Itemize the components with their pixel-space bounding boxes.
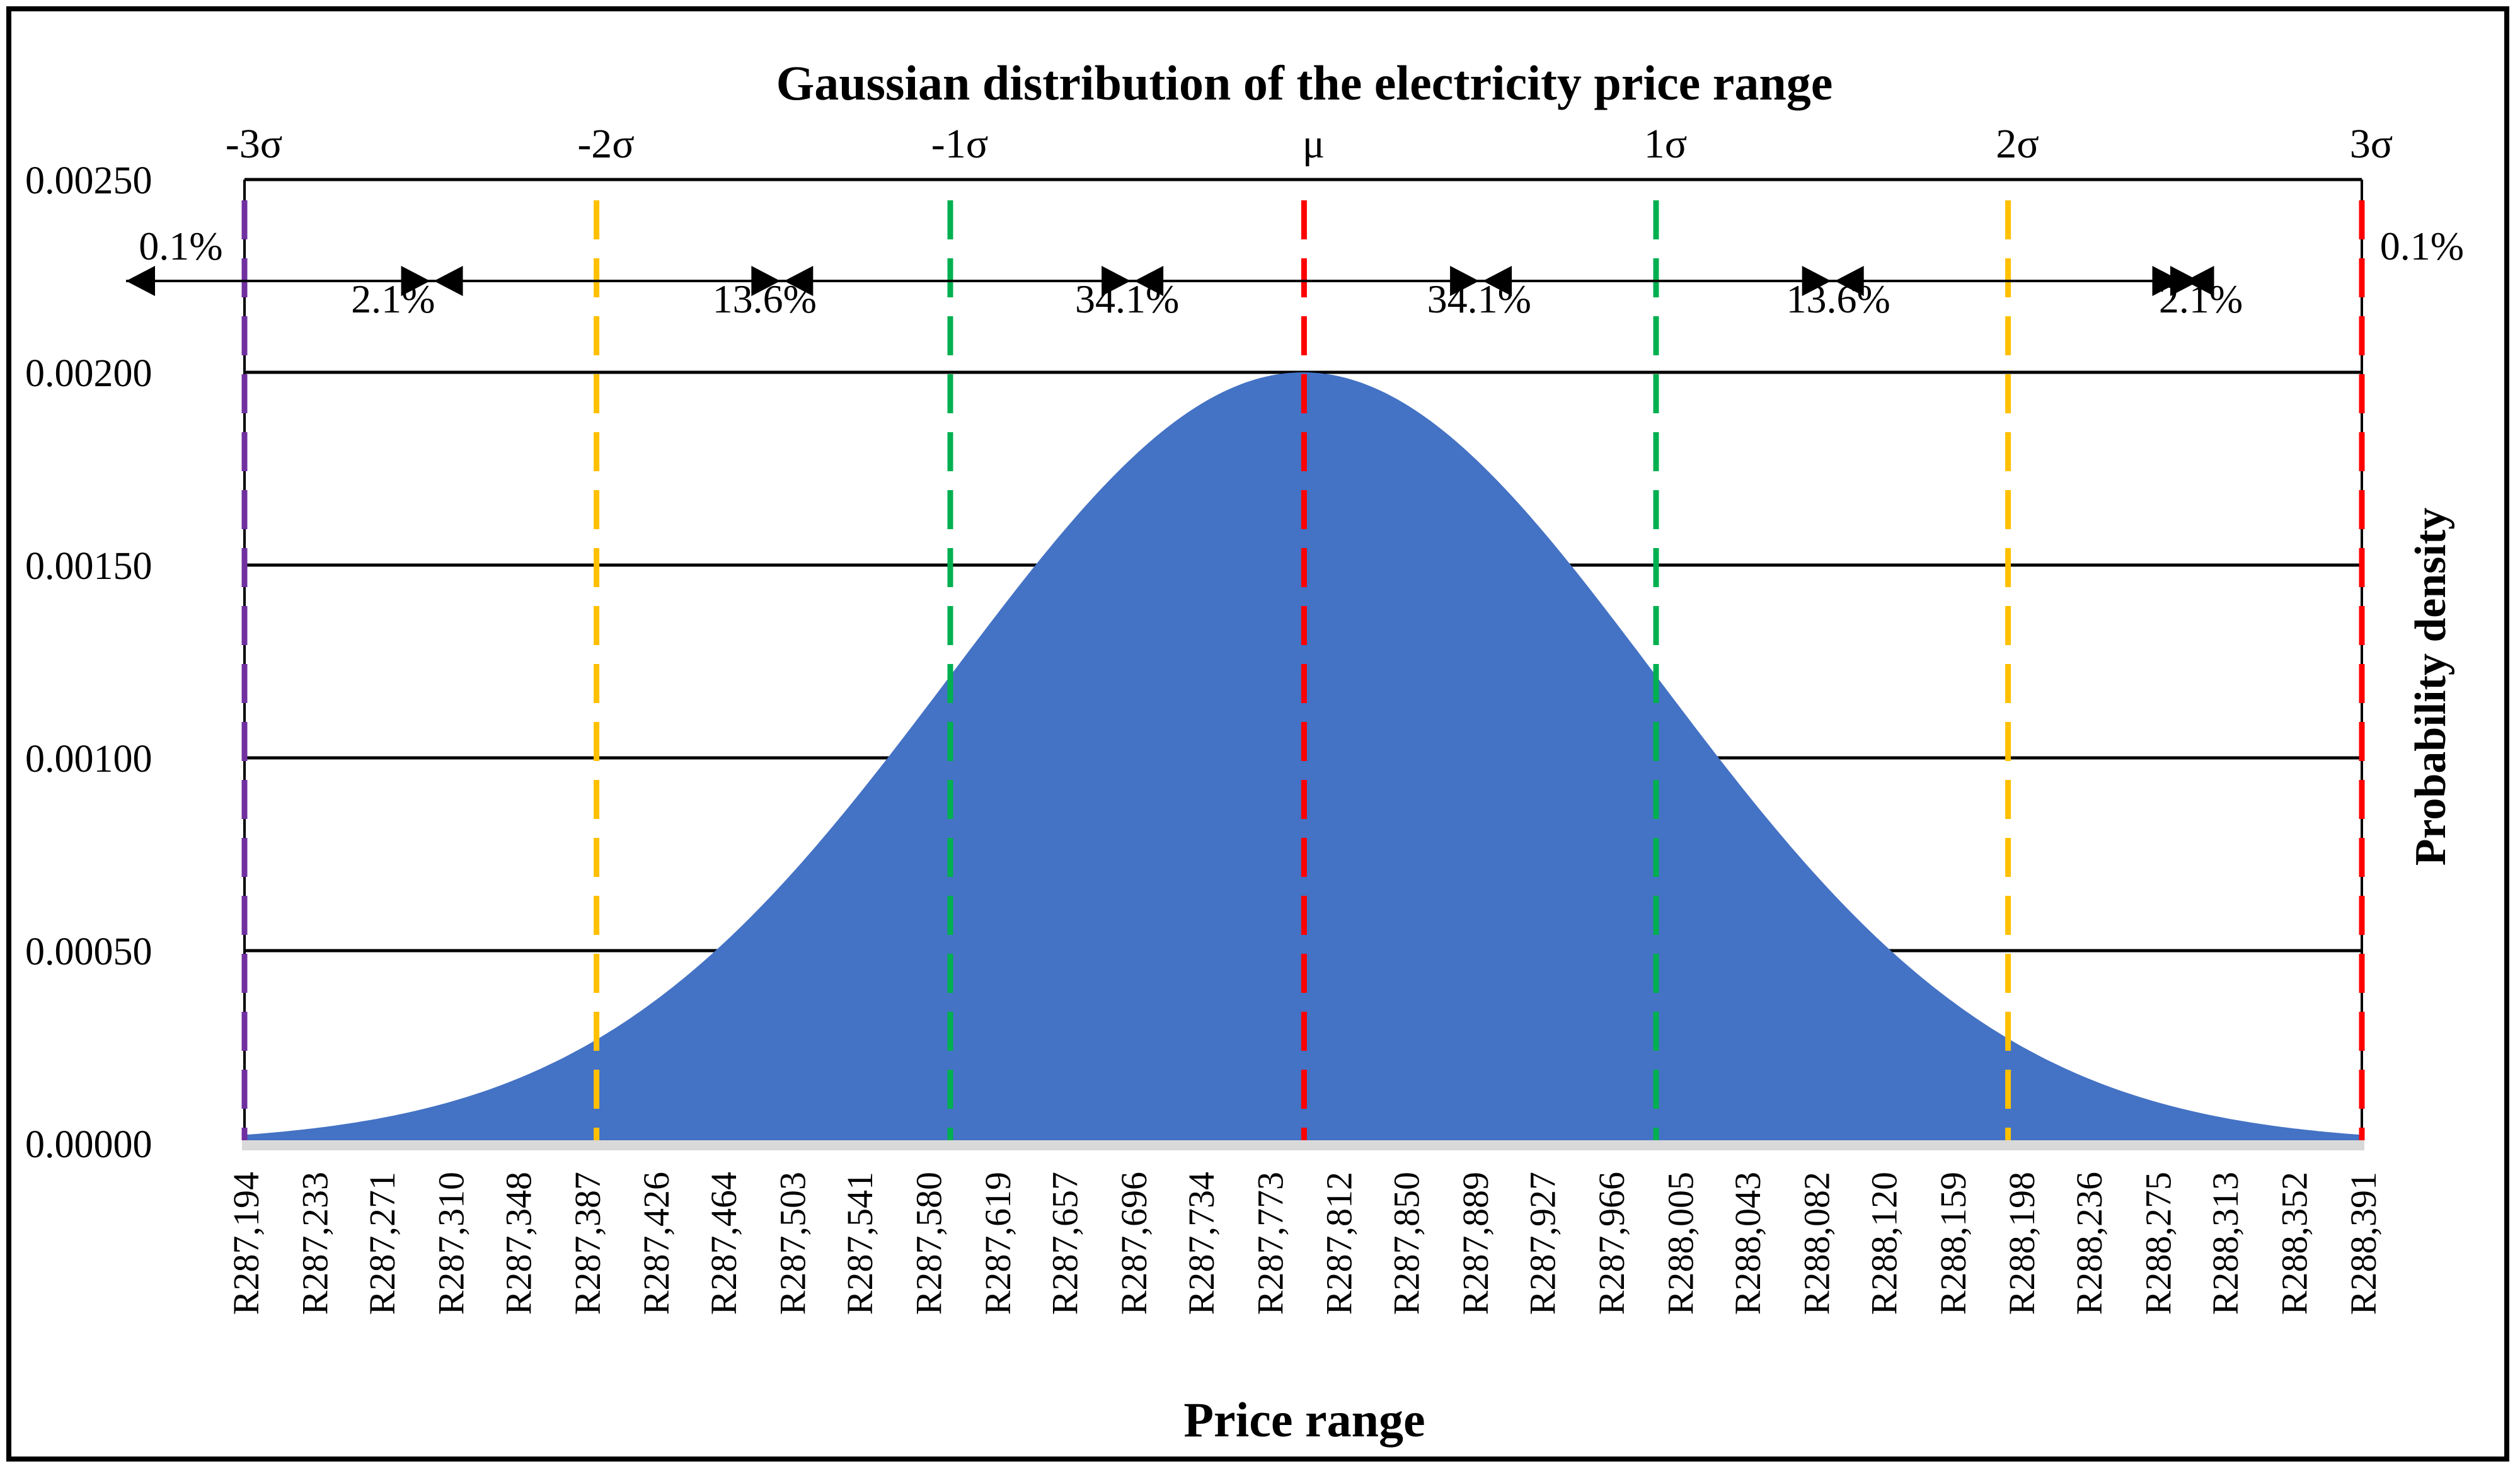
x-tick-label: R287,580	[909, 1172, 950, 1315]
arrow-head	[1102, 266, 1131, 296]
arrow-head	[751, 266, 781, 296]
arrow-head	[401, 266, 430, 296]
x-tick-label: R288,275	[2137, 1172, 2178, 1315]
y-tick-label: 0.00150	[25, 545, 152, 588]
x-tick-label: R287,812	[1319, 1172, 1360, 1315]
arrow-head	[2152, 266, 2182, 296]
percent-label: 2.1%	[2159, 277, 2243, 321]
x-tick-label: R288,391	[2343, 1172, 2384, 1315]
arrow-head	[2170, 266, 2199, 296]
percent-label: 0.1%	[139, 224, 222, 268]
x-tick-label: R288,236	[2069, 1172, 2110, 1315]
sigma-label: μ	[1303, 121, 1325, 167]
x-tick-label: R287,348	[498, 1172, 539, 1315]
x-tick-label: R287,850	[1386, 1172, 1427, 1315]
arrow-head	[126, 266, 155, 296]
sigma-label: -3σ	[226, 121, 283, 167]
x-tick-label: R287,503	[772, 1172, 813, 1315]
chart-title: Gaussian distribution of the electricity…	[776, 55, 1833, 110]
x-tick-label: R287,464	[703, 1172, 744, 1315]
percent-label: 13.6%	[713, 277, 817, 321]
x-axis-title: Price range	[1183, 1392, 1425, 1447]
percent-label: 34.1%	[1427, 277, 1531, 321]
y-tick-label: 0.00100	[25, 738, 152, 781]
x-tick-label: R287,696	[1113, 1172, 1154, 1315]
x-axis-band	[242, 1140, 2364, 1150]
sigma-label: 2σ	[1996, 121, 2039, 167]
y-axis-title: Probability density	[2407, 508, 2455, 866]
percent-label: 0.1%	[2380, 224, 2464, 268]
x-tick-label: R288,082	[1797, 1172, 1838, 1315]
y-tick-label: 0.00000	[25, 1123, 152, 1166]
sigma-label: 3σ	[2350, 121, 2393, 167]
x-tick-label: R287,271	[362, 1172, 403, 1315]
x-tick-label: R287,310	[431, 1172, 472, 1315]
arrow-head	[1483, 266, 1512, 296]
x-tick-label: R288,198	[2001, 1172, 2042, 1315]
x-tick-label: R287,927	[1522, 1172, 1563, 1315]
sigma-label: -2σ	[577, 121, 635, 167]
x-tick-label: R288,313	[2205, 1172, 2246, 1315]
x-tick-label: R287,541	[839, 1172, 880, 1315]
x-tick-label: R287,619	[977, 1172, 1018, 1315]
x-tick-label: R287,387	[567, 1172, 608, 1315]
x-tick-label: R288,120	[1863, 1172, 1904, 1315]
x-tick-label: R287,657	[1045, 1172, 1086, 1315]
arrow-head	[784, 266, 814, 296]
x-tick-label: R288,005	[1660, 1172, 1701, 1315]
x-tick-label: R288,159	[1933, 1172, 1974, 1315]
arrow-head	[2185, 266, 2214, 296]
x-tick-label: R287,889	[1455, 1172, 1496, 1315]
x-tick-label: R287,734	[1181, 1172, 1222, 1315]
y-tick-label: 0.00200	[25, 352, 152, 395]
arrow-head	[1834, 266, 1864, 296]
arrow-head	[1450, 266, 1480, 296]
x-tick-label: R288,352	[2274, 1172, 2315, 1315]
arrow-head	[1134, 266, 1164, 296]
arrow-head	[434, 266, 463, 296]
x-tick-label: R288,043	[1727, 1172, 1768, 1315]
percent-label: 2.1%	[351, 277, 435, 321]
x-tick-label: R287,773	[1250, 1172, 1291, 1315]
y-tick-label: 0.00250	[25, 159, 152, 202]
percent-label: 34.1%	[1075, 277, 1179, 321]
percent-label: 13.6%	[1786, 277, 1890, 321]
arrow-head	[1802, 266, 1831, 296]
y-tick-label: 0.00050	[25, 930, 152, 973]
x-tick-label: R287,194	[226, 1172, 267, 1315]
x-tick-label: R287,426	[636, 1172, 677, 1315]
sigma-label: -1σ	[931, 121, 989, 167]
x-tick-label: R287,233	[294, 1172, 335, 1315]
x-tick-label: R287,966	[1591, 1172, 1632, 1315]
sigma-label: 1σ	[1644, 121, 1688, 167]
